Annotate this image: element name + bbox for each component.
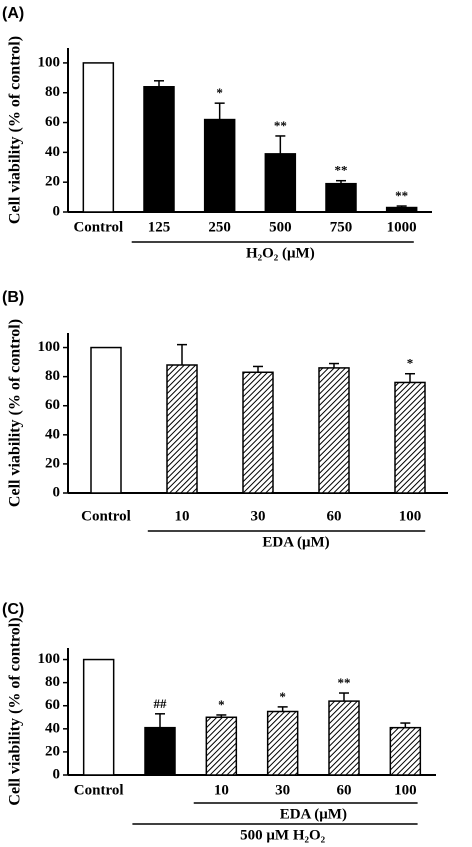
group-label: H₂O₂ (μM) — [246, 245, 315, 261]
significance: * — [279, 689, 286, 704]
significance: * — [216, 85, 223, 100]
x-tick-label: 1000 — [387, 219, 417, 235]
bar — [264, 153, 297, 213]
bar — [394, 381, 426, 494]
bar — [143, 86, 175, 213]
y-tick-label: 100 — [38, 651, 61, 667]
bar — [82, 658, 115, 776]
x-tick-label: 10 — [214, 782, 229, 798]
x-tick-label: Control — [81, 508, 131, 524]
y-axis-label: Cell viability (% of control) — [7, 319, 24, 507]
y-tick-label: 20 — [45, 743, 60, 759]
x-tick-label: 60 — [337, 782, 352, 798]
bar — [266, 710, 299, 776]
x-tick-label: 100 — [394, 782, 417, 798]
x-tick-label: Control — [73, 219, 123, 235]
bar — [385, 206, 418, 213]
y-tick-label: 40 — [45, 720, 60, 736]
bar — [325, 182, 357, 213]
bar — [328, 700, 360, 776]
bar — [144, 726, 176, 776]
y-tick-label: 80 — [45, 368, 60, 384]
y-axis-label: Cell viability (% of control) — [7, 36, 24, 224]
bar — [90, 346, 122, 494]
group-label: EDA (μM) — [262, 534, 329, 550]
y-tick-label: 40 — [45, 426, 60, 442]
bar — [242, 371, 274, 494]
significance: ## — [154, 696, 168, 711]
significance: * — [407, 356, 414, 371]
panel-label: (C) — [2, 601, 24, 618]
y-tick-label: 80 — [45, 674, 60, 690]
group-label: 500 μM H₂O₂ — [240, 827, 325, 843]
y-tick-label: 100 — [38, 339, 61, 355]
y-tick-label: 20 — [45, 455, 60, 471]
x-tick-label: 250 — [208, 219, 231, 235]
x-tick-label: 750 — [330, 219, 353, 235]
bar — [318, 367, 350, 494]
x-tick-label: 30 — [251, 508, 266, 524]
x-tick-label: 10 — [175, 508, 190, 524]
y-tick-label: 0 — [53, 203, 61, 219]
bar — [82, 62, 115, 213]
y-tick-label: 60 — [45, 114, 60, 130]
panel-label: (A) — [2, 5, 24, 22]
y-tick-label: 60 — [45, 397, 60, 413]
x-tick-label: 100 — [399, 508, 422, 524]
significance: * — [218, 697, 225, 712]
y-tick-label: 0 — [53, 766, 61, 782]
significance: ** — [274, 118, 287, 133]
x-tick-label: Control — [74, 782, 124, 798]
y-tick-label: 20 — [45, 174, 60, 190]
significance: ** — [395, 188, 408, 203]
x-tick-label: 60 — [327, 508, 342, 524]
x-tick-label: 500 — [269, 219, 292, 235]
bar — [203, 118, 236, 213]
panel-label: (B) — [2, 289, 24, 306]
x-tick-label: 125 — [148, 219, 171, 235]
y-tick-label: 40 — [45, 144, 60, 160]
y-tick-label: 0 — [53, 484, 61, 500]
y-tick-label: 100 — [38, 54, 61, 70]
bar — [389, 726, 422, 776]
bar — [166, 364, 198, 494]
y-tick-label: 80 — [45, 84, 60, 100]
bar — [205, 716, 238, 776]
y-axis-label: Cell viability (% of control) — [7, 617, 24, 805]
x-tick-label: 30 — [275, 782, 290, 798]
significance: ** — [335, 163, 348, 178]
significance: ** — [338, 675, 351, 690]
group-label: EDA (μM) — [280, 806, 347, 822]
y-tick-label: 60 — [45, 697, 60, 713]
